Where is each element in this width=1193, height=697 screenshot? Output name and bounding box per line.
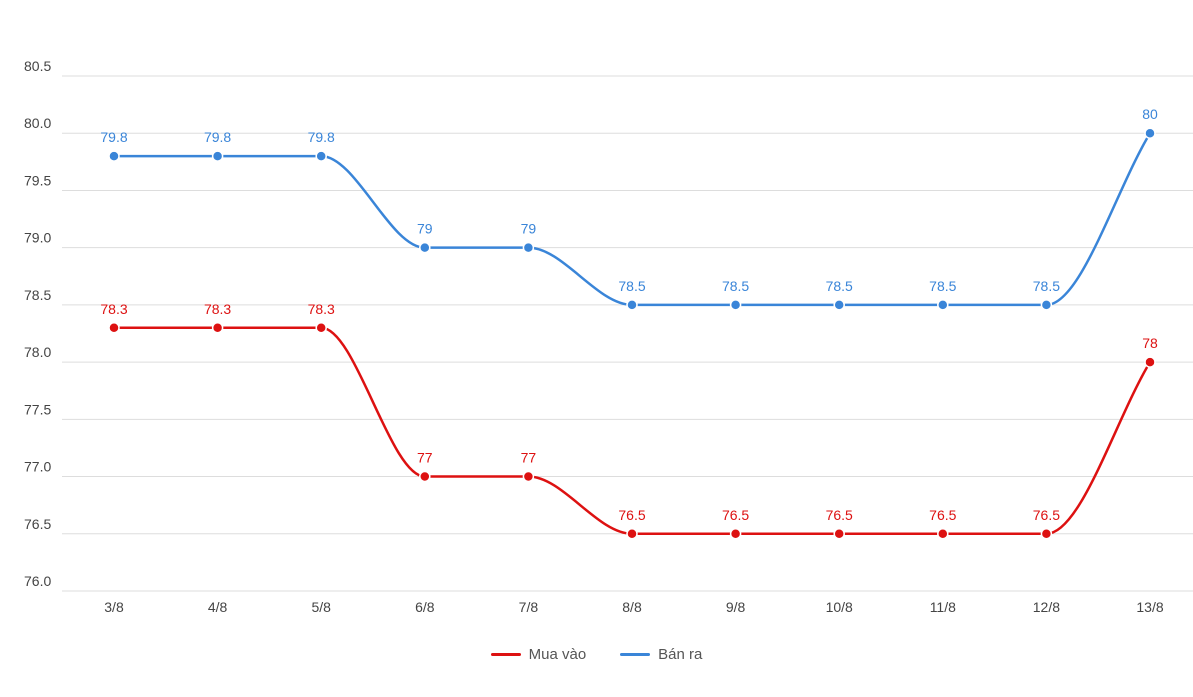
data-label-ban-ra: 80 [1142, 106, 1158, 122]
data-point-ban-ra[interactable] [833, 299, 845, 311]
y-tick-label: 76.0 [24, 573, 51, 589]
data-point-ban-ra[interactable] [522, 241, 535, 254]
x-tick-label: 4/8 [208, 599, 228, 615]
data-label-ban-ra: 79 [417, 221, 433, 237]
x-tick-label: 10/8 [826, 599, 853, 615]
x-tick-label: 7/8 [519, 599, 539, 615]
x-tick-label: 11/8 [930, 599, 956, 615]
x-tick-label: 8/8 [622, 599, 642, 615]
y-tick-label: 78.5 [24, 287, 51, 303]
legend-item-ban-ra[interactable]: Bán ra [620, 646, 702, 663]
data-label-ban-ra: 79.8 [100, 129, 127, 145]
legend-swatch-ban-ra [620, 653, 651, 656]
x-tick-label: 3/8 [104, 599, 124, 615]
data-point-ban-ra[interactable] [626, 299, 638, 311]
legend-swatch-mua-vao [490, 653, 521, 656]
data-point-mua-vao[interactable] [419, 470, 431, 483]
data-point-ban-ra[interactable] [108, 150, 120, 162]
y-tick-label: 80.0 [24, 115, 51, 131]
y-tick-label: 78.0 [24, 344, 51, 360]
y-tick-label: 76.5 [24, 516, 51, 532]
data-label-ban-ra: 78.5 [618, 278, 645, 294]
data-label-ban-ra: 78.5 [1033, 278, 1060, 294]
data-label-mua-vao: 77 [521, 450, 537, 466]
data-label-mua-vao: 76.5 [1033, 507, 1060, 523]
data-label-mua-vao: 76.5 [618, 507, 645, 523]
data-point-mua-vao[interactable] [1040, 528, 1053, 540]
data-label-mua-vao: 76.5 [826, 507, 853, 523]
legend-item-mua-vao[interactable]: Mua vào [490, 646, 587, 663]
data-label-ban-ra: 79.8 [204, 129, 231, 145]
data-point-mua-vao[interactable] [1144, 356, 1156, 368]
x-tick-label: 5/8 [311, 599, 331, 615]
data-point-mua-vao[interactable] [108, 322, 120, 334]
data-point-ban-ra[interactable] [729, 299, 742, 311]
data-point-mua-vao[interactable] [522, 470, 535, 483]
data-point-mua-vao[interactable] [211, 322, 224, 334]
data-point-ban-ra[interactable] [315, 150, 327, 162]
data-point-ban-ra[interactable] [1040, 299, 1053, 311]
data-point-mua-vao[interactable] [315, 322, 327, 334]
data-label-ban-ra: 78.5 [929, 278, 956, 294]
x-tick-label: 9/8 [726, 599, 746, 615]
data-point-ban-ra[interactable] [937, 299, 949, 311]
data-label-mua-vao: 76.5 [929, 507, 956, 523]
y-tick-label: 77.0 [24, 459, 51, 475]
y-tick-label: 79.5 [24, 172, 51, 188]
series-line-mua-vao [114, 326, 1152, 536]
data-point-mua-vao[interactable] [833, 528, 845, 540]
data-label-ban-ra: 79 [521, 221, 537, 237]
data-label-ban-ra: 78.5 [722, 278, 749, 294]
x-tick-label: 12/8 [1033, 599, 1060, 615]
legend-label-mua-vao: Mua vào [528, 646, 587, 663]
legend: Mua vào Bán ra [0, 646, 1193, 663]
data-label-mua-vao: 78.3 [308, 301, 335, 317]
data-label-ban-ra: 79.8 [308, 129, 335, 145]
y-tick-label: 79.0 [24, 230, 51, 246]
legend-label-ban-ra: Bán ra [658, 646, 703, 663]
data-point-ban-ra[interactable] [211, 150, 224, 162]
data-label-mua-vao: 76.5 [722, 507, 749, 523]
data-label-mua-vao: 77 [417, 450, 433, 466]
data-point-ban-ra[interactable] [1144, 127, 1156, 139]
data-point-mua-vao[interactable] [937, 528, 949, 540]
data-label-mua-vao: 78.3 [204, 301, 231, 317]
x-tick-label: 6/8 [415, 599, 435, 615]
data-label-mua-vao: 78 [1142, 335, 1158, 351]
data-label-mua-vao: 78.3 [100, 301, 127, 317]
data-point-mua-vao[interactable] [729, 528, 742, 540]
data-point-mua-vao[interactable] [626, 528, 638, 540]
x-tick-label: 13/8 [1136, 599, 1163, 615]
data-point-ban-ra[interactable] [419, 241, 431, 254]
y-tick-label: 77.5 [24, 401, 51, 417]
y-tick-label: 80.5 [24, 58, 51, 74]
data-label-ban-ra: 78.5 [826, 278, 853, 294]
line-chart: 76.0 76.5 77.0 77.5 78.0 78.5 79.0 79.5 80.0 80.5… [24, 58, 1193, 615]
